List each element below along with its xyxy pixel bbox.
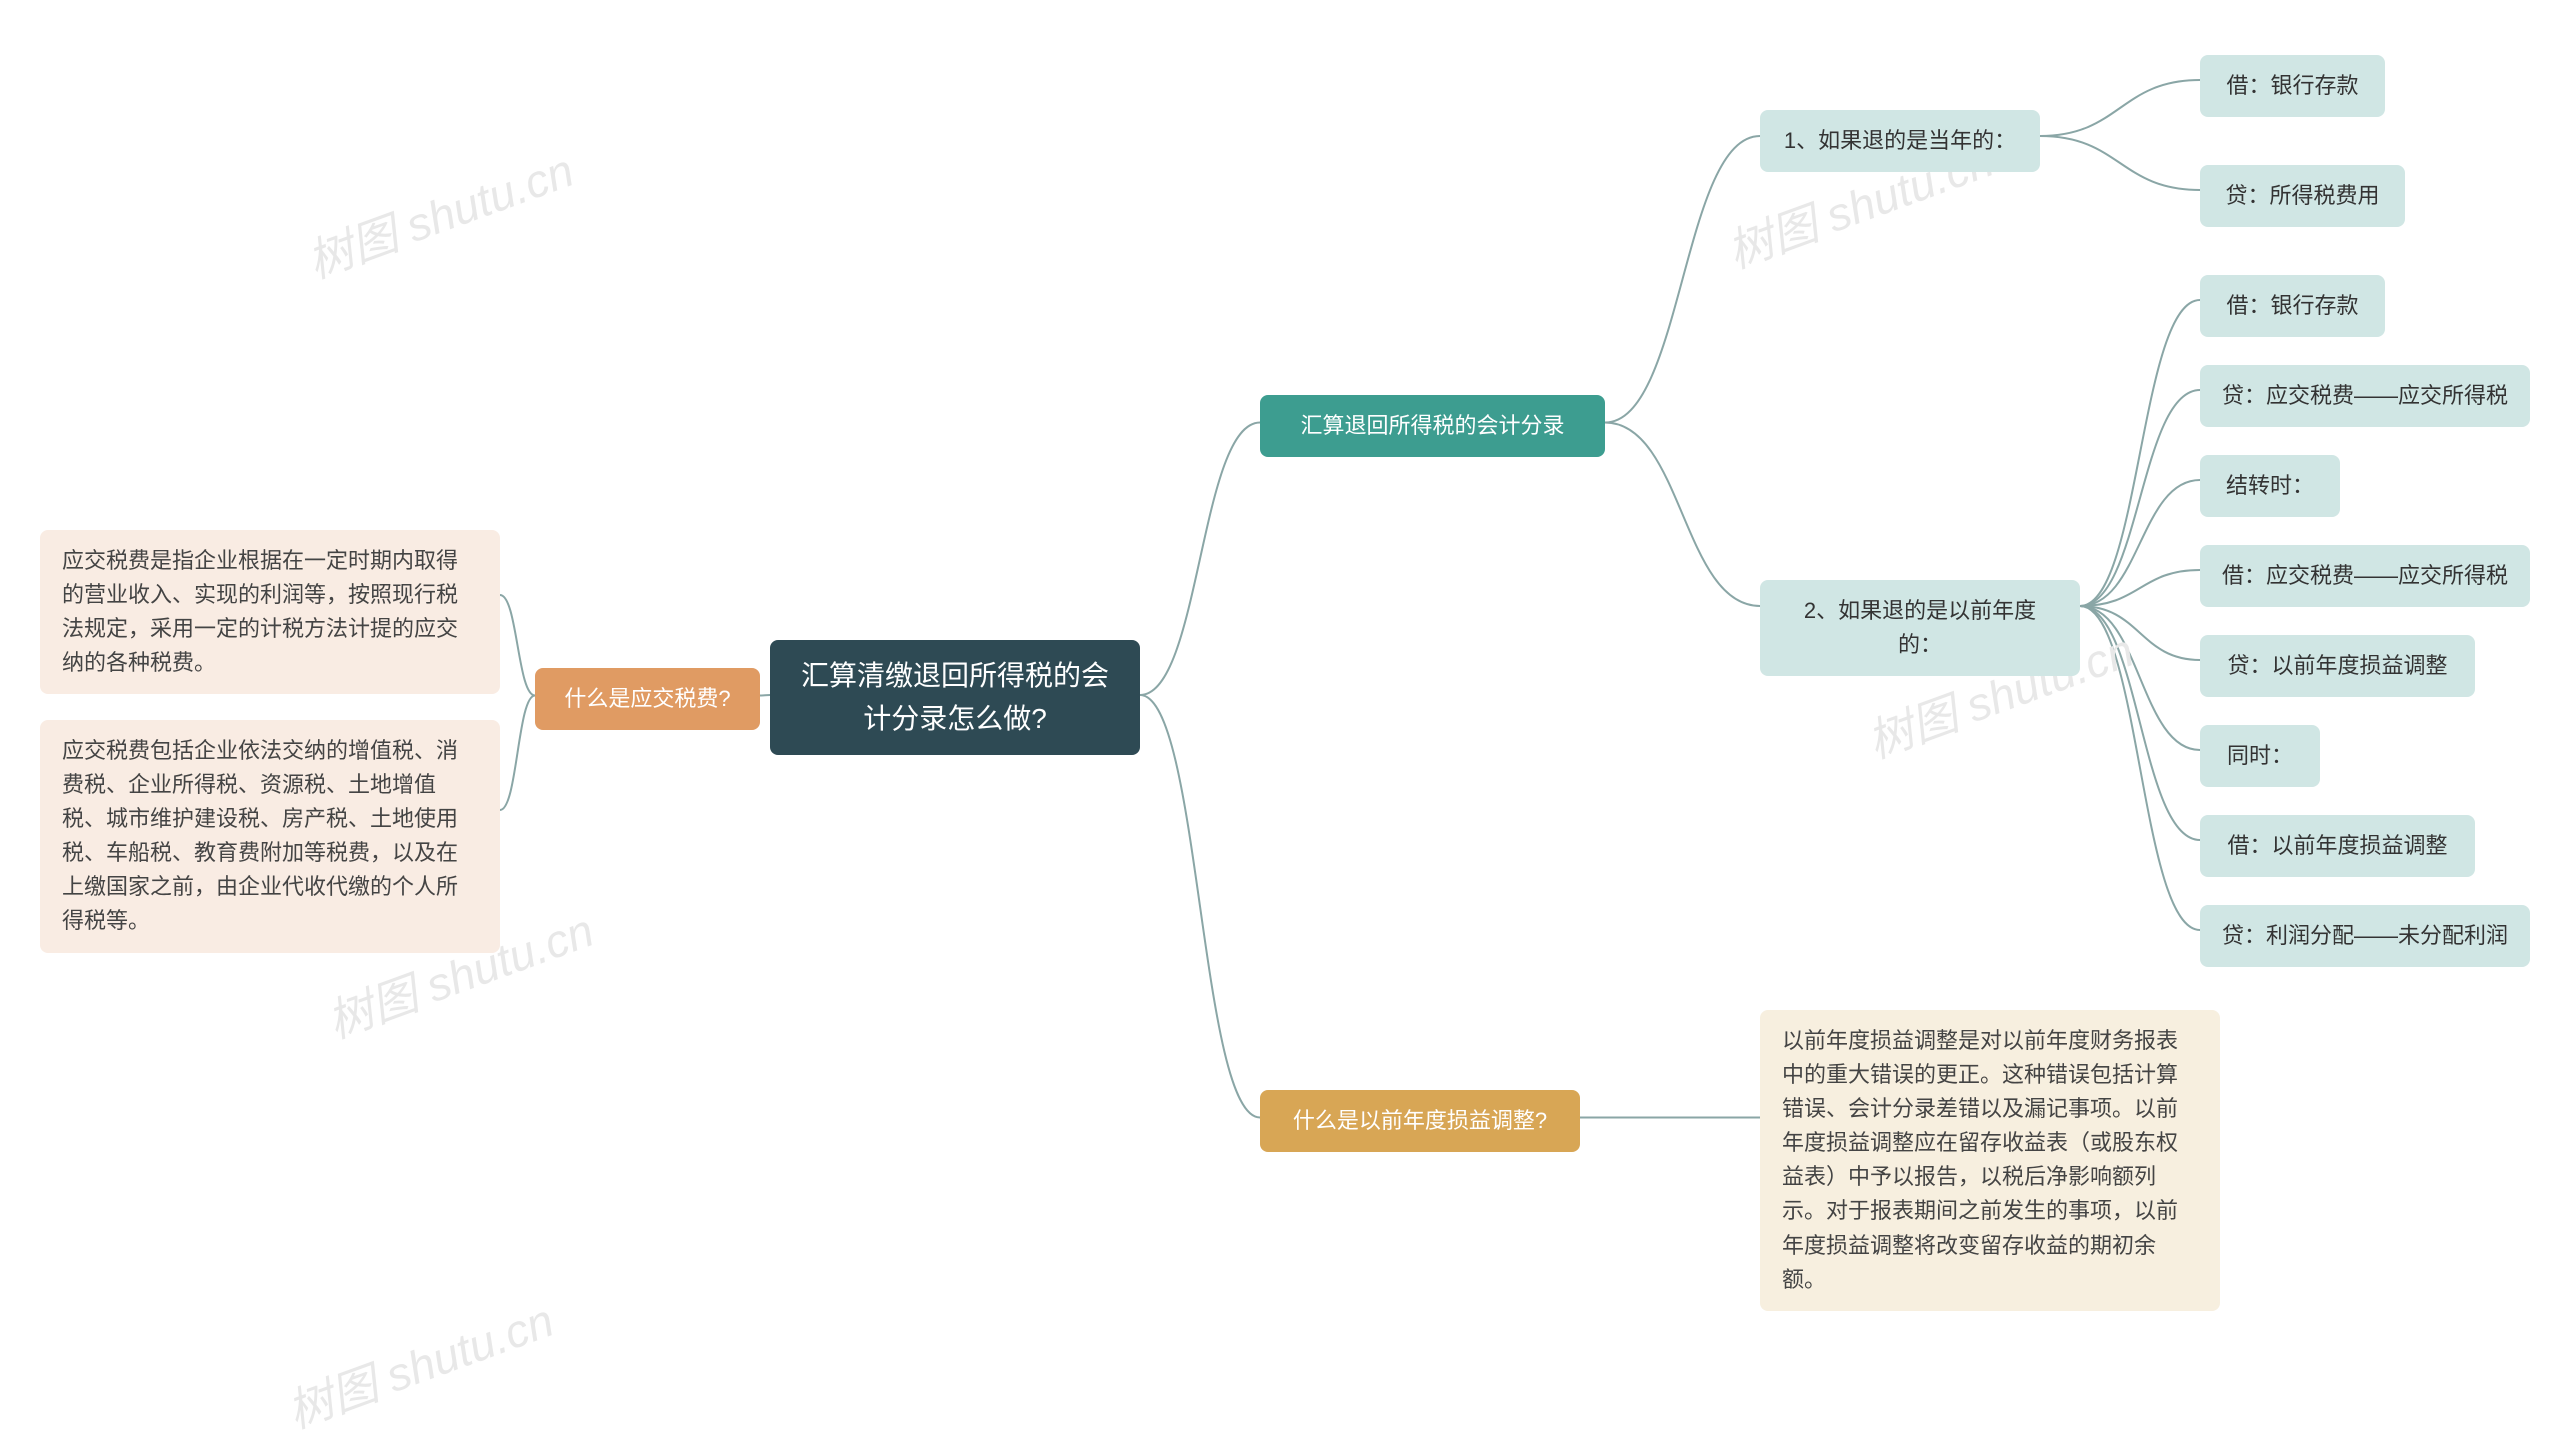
- node-label: 结转时：: [2226, 469, 2314, 503]
- mindmap-node-r1b5[interactable]: 贷：以前年度损益调整: [2200, 635, 2475, 697]
- mindmap-node-r2a[interactable]: 以前年度损益调整是对以前年度财务报表中的重大错误的更正。这种错误包括计算错误、会…: [1760, 1010, 2220, 1311]
- mindmap-node-r1a2[interactable]: 贷：所得税费用: [2200, 165, 2405, 227]
- node-label: 什么是以前年度损益调整?: [1293, 1104, 1547, 1138]
- mindmap-node-root[interactable]: 汇算清缴退回所得税的会计分录怎么做?: [770, 640, 1140, 755]
- watermark: 树图 shutu.cn: [297, 134, 581, 291]
- mindmap-node-r1b2[interactable]: 贷：应交税费——应交所得税: [2200, 365, 2530, 427]
- node-label: 借：应交税费——应交所得税: [2222, 559, 2508, 593]
- mindmap-node-l1b[interactable]: 应交税费包括企业依法交纳的增值税、消费税、企业所得税、资源税、土地增值税、城市维…: [40, 720, 500, 953]
- node-label: 贷：利润分配——未分配利润: [2222, 919, 2508, 953]
- watermark: 树图 shutu.cn: [277, 1284, 561, 1441]
- node-label: 贷：所得税费用: [2225, 179, 2379, 213]
- node-label: 2、如果退的是以前年度的：: [1782, 594, 2058, 662]
- mindmap-node-r1b1[interactable]: 借：银行存款: [2200, 275, 2385, 337]
- node-label: 汇算清缴退回所得税的会计分录怎么做?: [792, 654, 1118, 741]
- mindmap-node-r1b7[interactable]: 借：以前年度损益调整: [2200, 815, 2475, 877]
- node-label: 同时：: [2227, 739, 2293, 773]
- node-label: 借：银行存款: [2226, 289, 2358, 323]
- mindmap-node-r1b4[interactable]: 借：应交税费——应交所得税: [2200, 545, 2530, 607]
- mindmap-node-r1b3[interactable]: 结转时：: [2200, 455, 2340, 517]
- node-label: 应交税费包括企业依法交纳的增值税、消费税、企业所得税、资源税、土地增值税、城市维…: [62, 734, 478, 939]
- mindmap-node-r2[interactable]: 什么是以前年度损益调整?: [1260, 1090, 1580, 1152]
- mindmap-node-l1[interactable]: 什么是应交税费?: [535, 668, 760, 730]
- node-label: 借：以前年度损益调整: [2227, 829, 2447, 863]
- node-label: 借：银行存款: [2226, 69, 2358, 103]
- node-label: 1、如果退的是当年的：: [1784, 124, 2016, 158]
- mindmap-node-l1a[interactable]: 应交税费是指企业根据在一定时期内取得的营业收入、实现的利润等，按照现行税法规定，…: [40, 530, 500, 694]
- node-label: 贷：应交税费——应交所得税: [2222, 379, 2508, 413]
- mindmap-node-r1[interactable]: 汇算退回所得税的会计分录: [1260, 395, 1605, 457]
- mindmap-node-r1b6[interactable]: 同时：: [2200, 725, 2320, 787]
- mindmap-node-r1b8[interactable]: 贷：利润分配——未分配利润: [2200, 905, 2530, 967]
- node-label: 贷：以前年度损益调整: [2227, 649, 2447, 683]
- mindmap-node-r1a1[interactable]: 借：银行存款: [2200, 55, 2385, 117]
- mindmap-node-r1b[interactable]: 2、如果退的是以前年度的：: [1760, 580, 2080, 676]
- node-label: 汇算退回所得税的会计分录: [1300, 409, 1564, 443]
- mindmap-canvas: 树图 shutu.cn树图 shutu.cn树图 shutu.cn树图 shut…: [0, 0, 2560, 1382]
- node-label: 以前年度损益调整是对以前年度财务报表中的重大错误的更正。这种错误包括计算错误、会…: [1782, 1024, 2198, 1297]
- node-label: 应交税费是指企业根据在一定时期内取得的营业收入、实现的利润等，按照现行税法规定，…: [62, 544, 478, 680]
- mindmap-node-r1a[interactable]: 1、如果退的是当年的：: [1760, 110, 2040, 172]
- node-label: 什么是应交税费?: [564, 682, 730, 716]
